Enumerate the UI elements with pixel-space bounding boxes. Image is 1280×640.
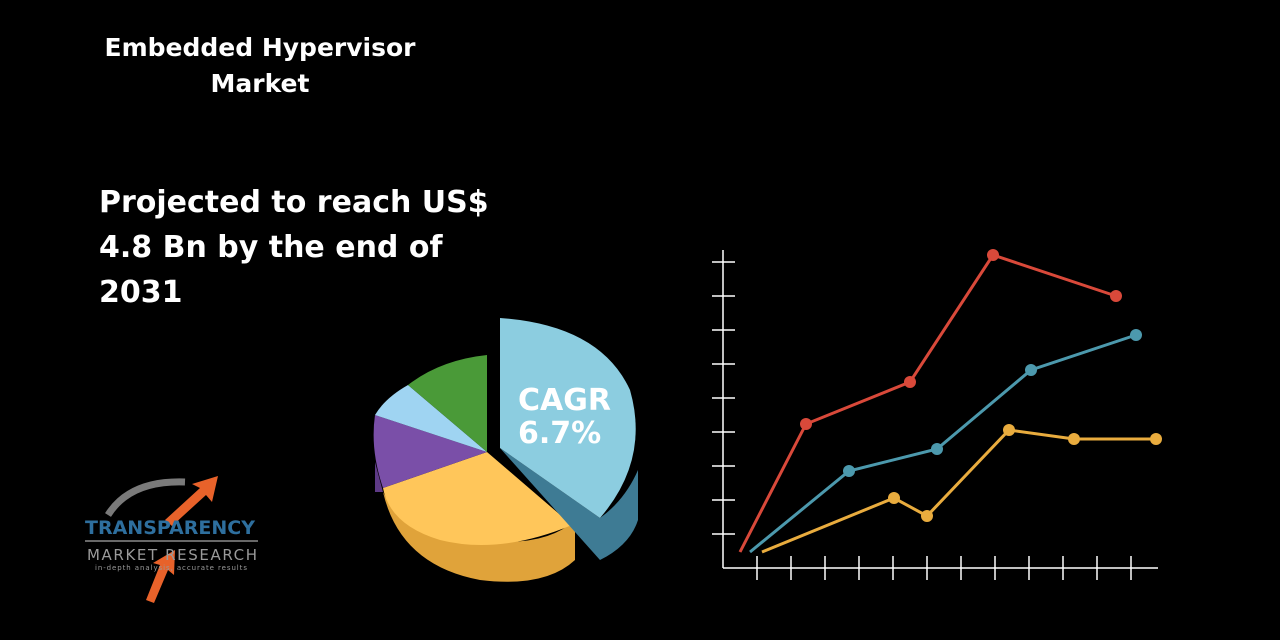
- pie-slice-green: [408, 355, 487, 452]
- cagr-label: CAGR: [518, 383, 611, 418]
- cagr-value: 6.7%: [518, 416, 601, 451]
- teal-point: [843, 465, 855, 477]
- red-point: [904, 376, 916, 388]
- page-title: Embedded Hypervisor Market: [60, 30, 460, 103]
- yellow-point: [1003, 424, 1015, 436]
- logo-name: TRANSPARENCY: [85, 517, 255, 539]
- pie-slice-lightblue: [375, 385, 487, 452]
- headline-line-3: 2031: [99, 275, 183, 310]
- yellow-point: [888, 492, 900, 504]
- logo-arrow-icon: [165, 476, 218, 526]
- title-line-2: Market: [210, 69, 310, 99]
- teal-point: [931, 443, 943, 455]
- headline-line-2: 4.8 Bn by the end of: [99, 230, 443, 265]
- logo-arc-icon: [105, 478, 186, 517]
- logo-tagline: in-depth analysis, accurate results: [95, 564, 247, 572]
- yellow-point: [1150, 433, 1162, 445]
- pie-slice-yellow: [383, 452, 572, 545]
- teal-trend-line: [749, 329, 1142, 554]
- teal-point: [1025, 364, 1037, 376]
- pie-yellow-depth: [383, 492, 575, 582]
- pie-slice-purple: [373, 415, 487, 488]
- red-point: [987, 249, 999, 261]
- pie-blue-depth: [500, 448, 638, 560]
- yellow-point: [1068, 433, 1080, 445]
- headline-line-1: Projected to reach US$: [99, 185, 489, 220]
- logo-lower-arrow-icon: [146, 550, 175, 603]
- red-point: [800, 418, 812, 430]
- pie-purple-depth: [375, 462, 383, 492]
- title-line-1: Embedded Hypervisor: [104, 33, 416, 62]
- logo-subname: MARKET RESEARCH: [87, 546, 257, 564]
- yellow-point: [921, 510, 933, 522]
- teal-point: [1130, 329, 1142, 341]
- red-trend-line: [738, 249, 1122, 553]
- projection-headline: Projected to reach US$ 4.8 Bn by the end…: [99, 180, 499, 315]
- red-point: [1110, 290, 1122, 302]
- pie-slice-blue: [500, 318, 636, 518]
- x-axis: [723, 556, 1158, 580]
- y-axis: [712, 250, 735, 568]
- yellow-trend-line: [761, 424, 1162, 554]
